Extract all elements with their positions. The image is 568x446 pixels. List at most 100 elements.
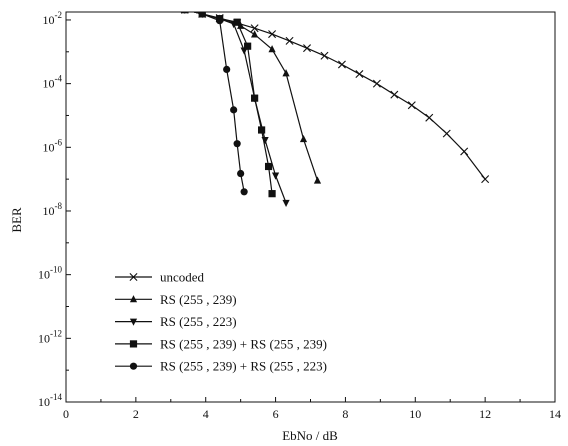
x-tick-label: 14 <box>549 407 561 421</box>
legend-item: RS (255 , 223) <box>115 314 237 329</box>
data-point <box>216 17 224 25</box>
x-tick-label: 4 <box>203 407 209 421</box>
y-tick-label: 10-6 <box>43 137 63 154</box>
data-point <box>146 0 153 7</box>
data-point <box>146 0 153 6</box>
data-point <box>146 0 153 7</box>
data-point <box>129 0 136 4</box>
legend-label: RS (255 , 239) <box>160 292 237 307</box>
series-circle <box>111 0 248 196</box>
x-tick-label: 0 <box>63 407 69 421</box>
y-tick-exponent: -4 <box>55 74 63 84</box>
data-point <box>240 188 248 196</box>
data-point <box>237 169 245 178</box>
y-tick-exponent: -10 <box>50 265 62 275</box>
data-point <box>320 51 329 60</box>
y-tick-base: 10 <box>43 77 55 91</box>
data-point <box>425 113 434 122</box>
data-point <box>407 101 416 110</box>
data-point <box>111 0 118 2</box>
y-tick-base: 10 <box>38 331 50 345</box>
data-point <box>233 18 241 26</box>
series-triangle-up <box>129 0 322 184</box>
data-point <box>460 147 469 156</box>
y-tick-base: 10 <box>43 204 55 218</box>
legend-item: RS (255 , 239) <box>115 292 237 307</box>
y-tick-label: 10-4 <box>43 74 63 91</box>
series-line <box>191 12 245 192</box>
y-tick-exponent: -6 <box>55 137 63 147</box>
legend-item: RS (255 , 239) + RS (255 , 223) <box>115 359 327 374</box>
series-line <box>191 12 486 180</box>
data-point <box>481 175 490 184</box>
data-point <box>129 0 136 4</box>
legend-marker <box>129 340 138 348</box>
data-point <box>198 12 206 18</box>
series-line <box>191 12 273 194</box>
legend: uncoded RS (255 , 239) RS (255 , 223) RS (2… <box>115 270 327 374</box>
data-point <box>164 3 171 10</box>
data-point <box>111 0 118 2</box>
data-point <box>129 0 136 4</box>
data-point <box>146 0 153 7</box>
data-point <box>129 0 136 4</box>
data-point <box>282 69 290 77</box>
data-point <box>268 190 276 198</box>
data-point <box>337 60 346 69</box>
x-axis-title: EbNo / dB <box>282 428 338 443</box>
data-point <box>250 24 259 33</box>
data-point <box>164 3 171 10</box>
data-point <box>251 30 259 38</box>
y-tick-base: 10 <box>43 140 55 154</box>
series-line <box>191 12 319 181</box>
data-point <box>271 172 280 180</box>
legend-label: RS (255 , 223) <box>160 314 237 329</box>
y-tick-label: 10-12 <box>38 328 62 345</box>
data-point <box>251 94 259 102</box>
x-tick-label: 2 <box>133 407 139 421</box>
data-point <box>268 45 276 53</box>
data-point <box>355 70 364 79</box>
data-point <box>111 0 118 2</box>
data-point <box>146 0 153 7</box>
x-tick-label: 6 <box>273 407 279 421</box>
data-point <box>111 0 118 2</box>
x-tick-label: 10 <box>409 407 421 421</box>
data-point <box>299 134 308 143</box>
legend-marker <box>129 295 138 303</box>
data-point <box>282 199 290 208</box>
data-point <box>129 0 136 5</box>
data-point <box>230 106 238 114</box>
y-tick-label: 10-10 <box>38 265 62 282</box>
data-point <box>313 176 322 184</box>
y-tick-base: 10 <box>43 13 55 27</box>
y-tick-exponent: -8 <box>55 201 63 211</box>
data-point <box>258 126 266 134</box>
x-tick-label: 8 <box>342 407 348 421</box>
y-tick-label: 10-8 <box>43 201 63 218</box>
series-x <box>111 0 490 184</box>
data-point <box>285 36 294 45</box>
data-point <box>390 90 399 99</box>
data-point <box>303 44 311 53</box>
legend-label: RS (255 , 239) + RS (255 , 223) <box>160 359 327 374</box>
legend-marker <box>129 273 138 281</box>
y-tick-exponent: -14 <box>50 392 62 402</box>
data-point <box>181 12 188 14</box>
data-point <box>264 162 273 171</box>
legend-marker <box>129 362 138 370</box>
y-tick-base: 10 <box>38 268 50 282</box>
x-axis-ticks: 0 2 4 6 8 10 12 14 <box>63 397 561 421</box>
y-tick-base: 10 <box>38 395 50 409</box>
data-point <box>442 129 451 138</box>
legend-item: uncoded <box>115 270 205 285</box>
data-point <box>164 4 171 11</box>
data-point <box>244 42 252 50</box>
y-tick-exponent: -12 <box>50 328 62 338</box>
series-layer <box>111 0 490 208</box>
data-point <box>164 3 171 10</box>
data-point <box>233 140 241 148</box>
y-axis-title: BER <box>9 207 24 233</box>
